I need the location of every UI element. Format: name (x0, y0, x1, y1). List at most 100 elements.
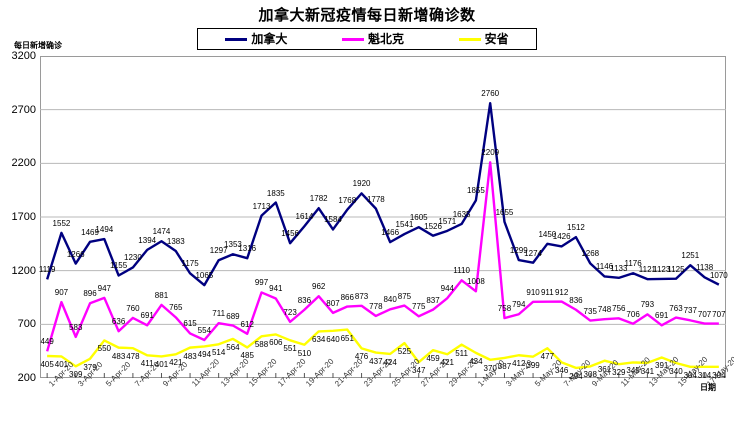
data-point-label: 1466 (381, 228, 400, 238)
data-point-label: 341 (640, 366, 655, 376)
data-point-label: 1065 (195, 271, 214, 281)
data-point-label: 329 (612, 368, 626, 378)
data-point-label: 550 (97, 344, 111, 354)
data-point-label: 765 (169, 303, 183, 313)
data-point-label: 807 (326, 298, 340, 308)
series-line-quebec (45, 161, 719, 352)
data-point-label: 1512 (567, 223, 585, 233)
data-point-label: 1552 (52, 218, 71, 228)
data-point-label: 636 (111, 317, 126, 327)
plot-area: 1119 1552 1266 1469 1494 1155 1230 1394 1474 1383… (39, 56, 728, 380)
chart-legend: 加拿大 魁北克 安省 (197, 28, 537, 50)
data-point-label: 760 (126, 303, 140, 313)
data-point-label: 910 (526, 287, 540, 297)
data-point-label: 478 (126, 352, 140, 362)
data-point-label: 615 (183, 319, 197, 329)
data-point-label: 1125 (667, 264, 685, 274)
data-point-label: 1920 (352, 179, 371, 189)
data-point-label: 962 (312, 282, 326, 292)
data-point-label: 1316 (238, 244, 257, 254)
data-point-label: 387 (497, 361, 512, 371)
data-point-label: 449 (40, 337, 54, 347)
data-point-label: 997 (254, 278, 269, 288)
y-axis-tick-labels: 3200 2700 2200 1700 1200 700 200 (0, 50, 36, 384)
data-point-label: 1176 (624, 259, 642, 269)
data-point-label: 1266 (66, 249, 85, 259)
y-tick-label: 1200 (11, 264, 36, 277)
data-point-label: 756 (612, 304, 626, 314)
data-point-label: 1175 (181, 259, 199, 269)
data-point-label: 651 (340, 333, 354, 343)
data-point-label: 911 (540, 287, 554, 297)
data-point-label: 706 (626, 309, 640, 319)
data-point-label: 1353 (224, 240, 242, 250)
data-point-label: 401 (54, 360, 69, 370)
data-point-label: 1713 (252, 201, 271, 211)
data-point-label: 1426 (552, 232, 571, 242)
data-point-label: 1155 (109, 261, 128, 271)
series-line-canada (45, 102, 720, 287)
data-point-label: 340 (669, 366, 683, 376)
legend-swatch-ontario (458, 37, 481, 41)
legend-item-quebec[interactable]: 魁北克 (341, 32, 404, 46)
data-point-label: 640 (326, 334, 340, 344)
data-point-label: 421 (169, 358, 183, 368)
data-point-label: 405 (40, 359, 54, 369)
data-point-label: 1768 (338, 195, 357, 205)
data-point-label: 711 (212, 309, 226, 319)
data-point-label: 1474 (152, 227, 171, 237)
data-point-label: 2760 (481, 89, 500, 99)
data-point-label: 347 (412, 366, 426, 376)
data-point-label: 1571 (438, 216, 457, 226)
data-point-label: 379 (83, 362, 97, 372)
data-point-label: 1121 (638, 265, 656, 275)
data-point-label: 875 (397, 291, 412, 301)
chart-title: 加拿大新冠疫情每日新增确诊数 (258, 7, 476, 24)
data-point-label: 1123 (653, 264, 671, 274)
data-point-label: 401 (154, 360, 169, 370)
data-point-label: 437 (369, 356, 383, 366)
legend-swatch-quebec (341, 37, 364, 41)
x-axis-title: 日期 (700, 383, 716, 392)
data-point-label: 775 (412, 302, 426, 312)
y-axis-title: 每日新增确诊 (14, 41, 62, 50)
data-point-label: 361 (597, 364, 612, 374)
legend-item-ontario[interactable]: 安省 (458, 33, 509, 45)
data-point-label: 723 (283, 307, 297, 317)
data-point-label: 1635 (452, 209, 471, 219)
y-tick-label: 200 (17, 372, 36, 384)
data-point-label: 837 (426, 295, 440, 305)
data-point-label: 370 (483, 363, 497, 373)
data-point-label: 793 (640, 300, 655, 310)
data-point-label: 1299 (509, 246, 528, 256)
data-point-label: 411 (140, 359, 154, 369)
data-point-label: 689 (226, 311, 240, 321)
data-point-label: 896 (83, 289, 97, 299)
data-point-label: 554 (197, 326, 212, 335)
data-point-label: 309 (69, 370, 83, 380)
data-point-label: 1383 (166, 237, 185, 247)
data-point-label: 1614 (295, 212, 314, 222)
data-point-label: 346 (554, 366, 569, 376)
data-point-label: 707 (712, 309, 726, 319)
data-point-label: 412 (512, 359, 526, 369)
data-point-label: 1274 (524, 248, 542, 258)
plot-svg (40, 102, 726, 378)
data-point-label: 434 (469, 356, 483, 366)
data-point-label: 308 (583, 370, 597, 380)
data-point-label: 758 (497, 304, 512, 314)
data-point-label: 304 (697, 370, 712, 380)
data-point-label: 1008 (466, 277, 485, 287)
data-point-label: 1297 (209, 246, 228, 256)
data-point-label: 763 (669, 303, 683, 313)
data-point-label: 707 (697, 309, 712, 319)
legend-label-quebec: 魁北克 (367, 32, 404, 46)
data-point-label: 421 (440, 358, 454, 368)
data-point-label: 612 (240, 319, 254, 329)
data-point-label: 459 (426, 354, 440, 364)
data-point-label: 866 (340, 292, 354, 302)
data-point-label: 907 (54, 288, 69, 298)
legend-item-canada[interactable]: 加拿大 (225, 33, 287, 45)
series-line-ontario (47, 328, 719, 370)
